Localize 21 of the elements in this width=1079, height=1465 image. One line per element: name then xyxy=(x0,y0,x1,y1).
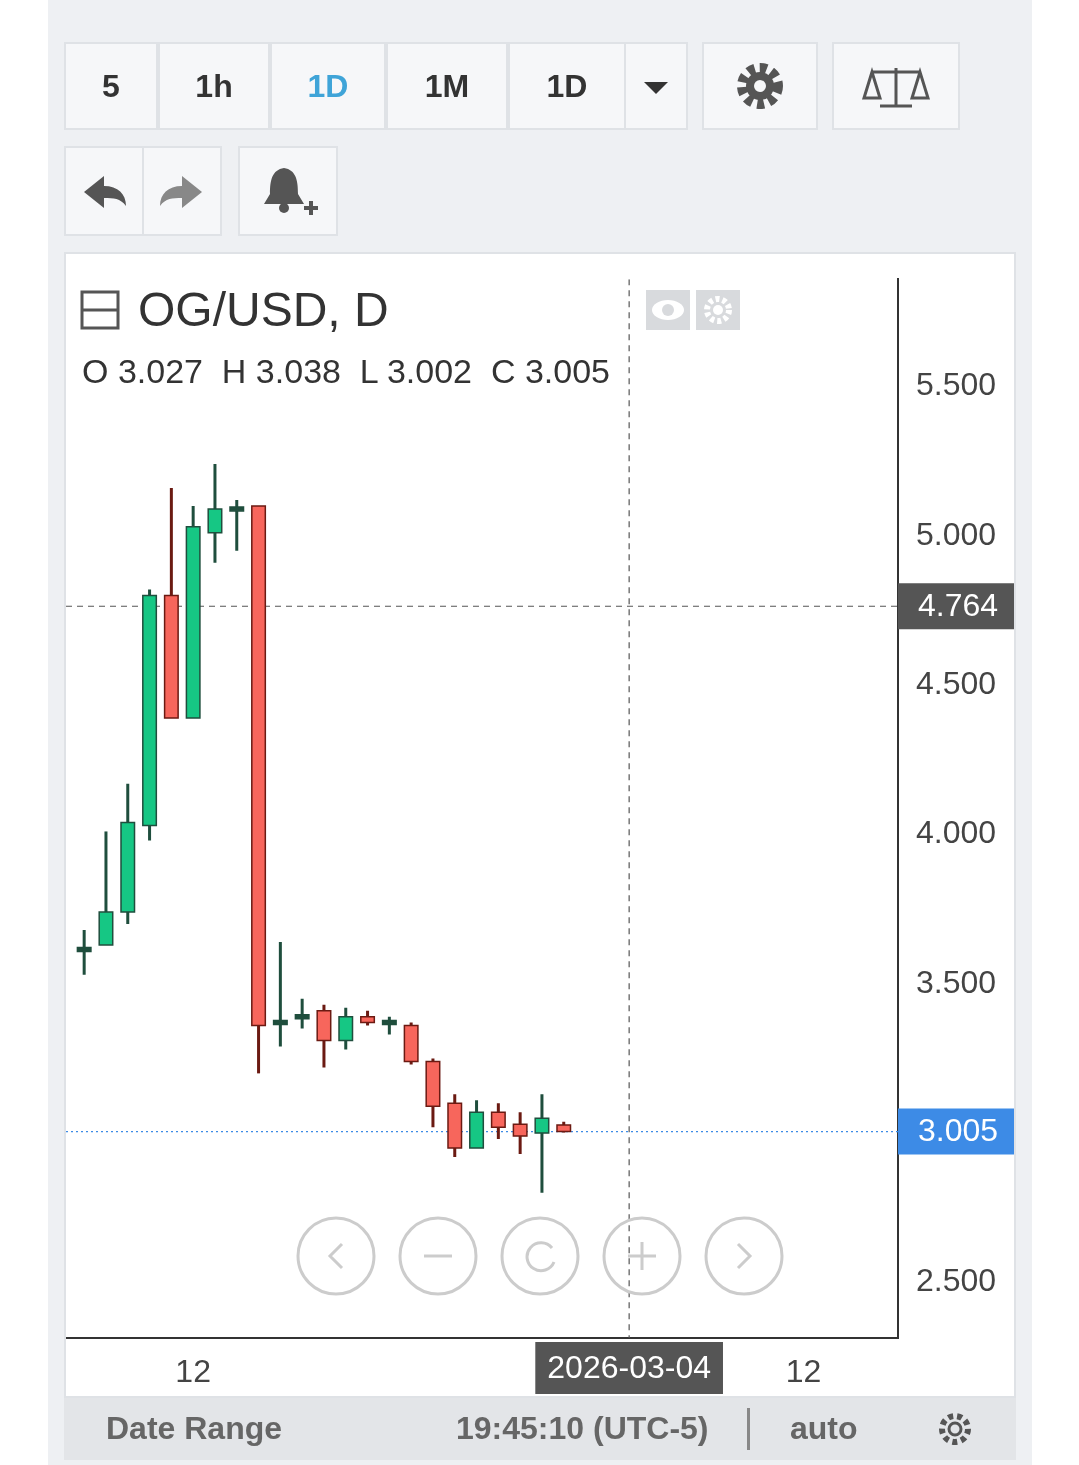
text: auto xyxy=(790,1410,858,1447)
y-tick-label: 5.000 xyxy=(916,515,997,552)
chart-title: OG/USD, D xyxy=(138,282,389,337)
ref-line-label: 4.764 xyxy=(918,587,999,624)
ref-line-label: 2026-03-04 xyxy=(547,1348,711,1385)
y-tick-label: 4.500 xyxy=(916,664,997,701)
text: 1D xyxy=(508,42,626,130)
x-tick-label: 12 xyxy=(785,1353,822,1390)
text: 19:45:10 (UTC-5) xyxy=(456,1410,709,1447)
y-tick-label: 4.000 xyxy=(916,814,997,851)
y-tick-label: 5.500 xyxy=(916,366,997,403)
text: 5 xyxy=(64,42,158,130)
x-tick-label: 12 xyxy=(175,1353,211,1390)
text: Date Range xyxy=(106,1410,283,1447)
text: 1h xyxy=(158,42,270,130)
y-tick-label: 2.500 xyxy=(916,1262,997,1299)
text: 1M xyxy=(386,42,508,130)
y-tick-label: 3.500 xyxy=(916,963,997,1000)
text: 1D xyxy=(270,42,386,130)
text: O 3.027 H 3.038 L 3.002 C 3.005 xyxy=(82,352,610,391)
ref-line-label: 3.005 xyxy=(918,1112,999,1149)
